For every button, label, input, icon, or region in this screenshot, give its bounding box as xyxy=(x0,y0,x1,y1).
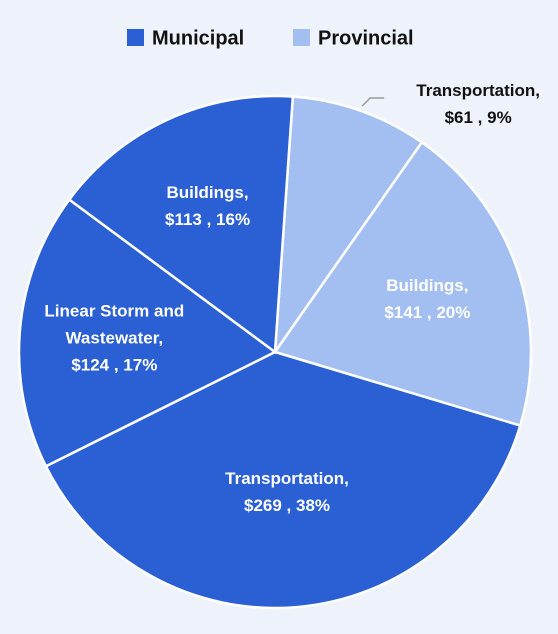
legend-swatch xyxy=(293,29,310,46)
legend-label: Municipal xyxy=(152,27,244,49)
slice-category: Transportation, xyxy=(416,80,541,100)
pie-slice xyxy=(44,350,522,610)
slice-value: $269 , 38% xyxy=(244,496,331,516)
pie-slice xyxy=(273,95,424,357)
slice-category: Linear Storm and Wastewater, xyxy=(44,301,185,348)
data-label: Buildings, $141 , 20% xyxy=(337,272,517,326)
pie-slice xyxy=(67,94,295,355)
data-label: Linear Storm and Wastewater, $124 , 17% xyxy=(24,297,204,378)
data-label: Transportation, $269 , 38% xyxy=(197,465,377,519)
legend-swatch xyxy=(127,29,144,46)
pie-slice xyxy=(17,197,278,468)
slice-value: $141 , 20% xyxy=(384,303,471,323)
slice-category: Buildings, xyxy=(166,182,249,202)
slice-value: $113 , 16% xyxy=(164,209,251,229)
leader-line xyxy=(361,97,385,107)
slice-category: Buildings, xyxy=(386,276,469,296)
data-label: Transportation, $61 , 9% xyxy=(388,77,558,131)
data-label: Buildings, $113 , 16% xyxy=(118,179,298,233)
slice-value: $61 , 9% xyxy=(444,107,512,127)
slice-value: $124 , 17% xyxy=(71,355,158,375)
slice-category: Transportation, xyxy=(225,469,349,489)
pie-slice xyxy=(272,140,533,428)
legend-label: Provincial xyxy=(318,27,414,49)
